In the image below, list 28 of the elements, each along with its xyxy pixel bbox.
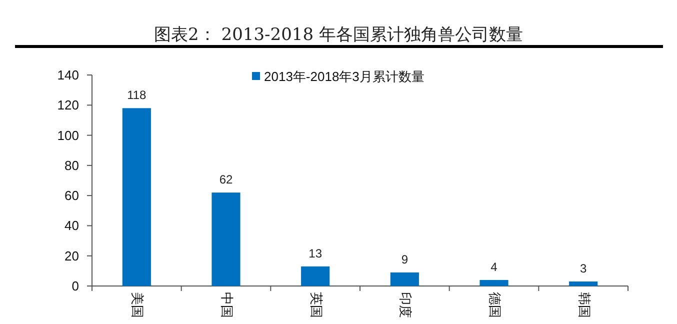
y-tick-label: 40 [64, 218, 79, 234]
legend-label: 2013年-2018年3月累计数量 [264, 69, 424, 84]
x-tick-label: 美国 [130, 292, 146, 318]
chart-title: 图表2： 2013-2018 年各国累计独角兽公司数量 [154, 25, 523, 45]
y-tick-label: 60 [64, 188, 79, 204]
y-tick-label: 140 [57, 68, 79, 82]
y-tick-label: 100 [57, 128, 79, 143]
x-tick-label: 印度 [398, 292, 414, 318]
y-tick-label: 0 [72, 278, 79, 294]
data-label: 13 [308, 246, 322, 260]
bar [569, 281, 598, 286]
x-tick-label: 韩国 [576, 292, 592, 318]
bar [122, 108, 151, 286]
bar [212, 192, 240, 286]
y-tick-label: 20 [64, 248, 79, 264]
data-label: 118 [127, 88, 147, 102]
bar [390, 272, 419, 286]
bar [480, 280, 508, 286]
data-label: 4 [490, 260, 498, 274]
y-tick-label: 120 [57, 98, 79, 113]
data-label: 9 [401, 252, 408, 266]
y-tick-label: 80 [64, 158, 79, 173]
bar [301, 266, 330, 286]
data-label: 62 [219, 172, 233, 187]
x-tick-label: 英国 [308, 292, 324, 318]
x-tick-label: 中国 [220, 292, 235, 318]
x-tick-label: 德国 [488, 292, 503, 318]
data-label: 3 [580, 261, 587, 276]
